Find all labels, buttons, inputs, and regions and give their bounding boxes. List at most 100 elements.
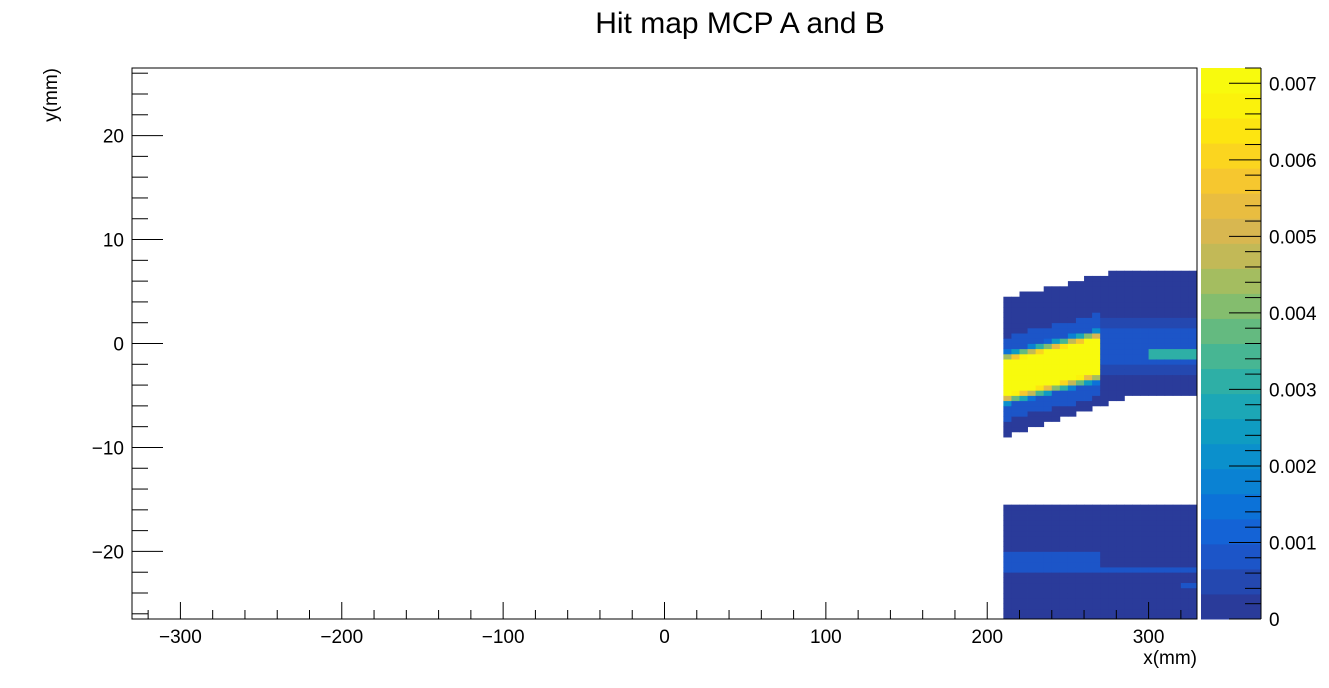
heatmap-cell [1092, 603, 1101, 610]
heatmap-cell [1148, 286, 1158, 292]
heatmap-cell [1172, 530, 1182, 537]
heatmap-cell [1180, 520, 1190, 526]
heatmap-cell [1188, 364, 1198, 370]
heatmap-cell [1043, 572, 1053, 578]
heatmap-cell [1051, 416, 1061, 422]
heatmap-cell [1180, 385, 1190, 391]
heatmap-cell [1172, 291, 1182, 298]
heatmap-cell [1011, 525, 1020, 532]
heatmap-cell [1019, 572, 1028, 578]
heatmap-cell [1132, 343, 1141, 350]
heatmap-cell [1116, 587, 1125, 594]
heatmap-cell [1164, 572, 1174, 578]
heatmap-cell [1124, 593, 1133, 599]
heatmap-cell [1148, 390, 1158, 396]
heatmap-cell [1156, 379, 1166, 386]
heatmap-cell [1019, 515, 1028, 521]
heatmap-cell [1075, 390, 1085, 396]
heatmap-cell [1100, 551, 1109, 558]
heatmap-cell [1019, 582, 1028, 589]
heatmap-cell [1156, 353, 1166, 360]
heatmap-cell [1116, 343, 1125, 350]
heatmap-cell [1019, 598, 1028, 604]
heatmap-cell [1027, 421, 1037, 428]
heatmap-cell [1051, 322, 1061, 329]
heatmap-cell [1156, 603, 1166, 610]
heatmap-cell [1164, 343, 1174, 350]
heatmap-cell [1092, 582, 1101, 589]
heatmap-cell [1059, 587, 1069, 594]
heatmap-cell [1180, 587, 1190, 594]
heatmap-cell [1084, 385, 1093, 391]
heatmap-cell [1051, 348, 1061, 355]
heatmap-cell [1108, 307, 1117, 313]
heatmap-cell [1100, 535, 1109, 542]
heatmap-cell [1059, 400, 1069, 407]
color-scale-segment [1201, 393, 1261, 420]
heatmap-cell [1124, 364, 1133, 370]
heatmap-cell [1027, 359, 1037, 365]
heatmap-cell [1067, 541, 1077, 547]
heatmap-cell [1164, 333, 1174, 339]
heatmap-cell [1003, 374, 1012, 381]
heatmap-cell [1075, 307, 1085, 313]
heatmap-cell [1172, 343, 1182, 350]
heatmap-cell [1172, 296, 1182, 303]
heatmap-cell [1124, 546, 1133, 552]
heatmap-cell [1019, 577, 1028, 584]
heatmap-cell [1059, 561, 1069, 568]
heatmap-cell [1100, 275, 1109, 282]
heatmap-cell [1051, 333, 1061, 339]
heatmap-cell [1043, 379, 1053, 386]
heatmap-cell [1084, 343, 1093, 350]
heatmap-cell [1011, 307, 1020, 313]
heatmap-cell [1019, 317, 1028, 324]
heatmap-cell [1035, 317, 1045, 324]
heatmap-cell [1124, 296, 1133, 303]
heatmap-cell [1035, 515, 1045, 521]
heatmap-cell [1011, 520, 1020, 526]
heatmap-cell [1140, 385, 1149, 391]
heatmap-cell [1132, 525, 1141, 532]
heatmap-cell [1075, 541, 1085, 547]
heatmap-cell [1092, 307, 1101, 313]
heatmap-cell [1075, 301, 1085, 308]
heatmap-cell [1148, 275, 1158, 282]
heatmap-cell [1100, 515, 1109, 521]
heatmap-cell [1051, 390, 1061, 396]
heatmap-cell [1116, 515, 1125, 521]
heatmap-cell [1164, 567, 1174, 573]
heatmap-cell [1180, 567, 1190, 573]
heatmap-cell [1035, 530, 1045, 537]
heatmap-cell [1156, 556, 1166, 563]
heatmap-cell [1043, 535, 1053, 542]
heatmap-cell [1043, 343, 1053, 350]
heatmap-cell [1156, 317, 1166, 324]
color-scale-segment [1201, 268, 1261, 294]
heatmap-cell [1100, 390, 1109, 396]
heatmap-cell [1140, 369, 1149, 376]
heatmap-cell [1011, 374, 1020, 381]
heatmap-cell [1051, 364, 1061, 370]
heatmap-cell [1059, 364, 1069, 370]
heatmap-cell [1011, 598, 1020, 604]
heatmap-cell [1140, 504, 1149, 511]
heatmap-cell [1108, 577, 1117, 584]
heatmap-cell [1084, 572, 1093, 578]
heatmap-cell [1035, 551, 1045, 558]
heatmap-cell [1043, 395, 1053, 402]
heatmap-cell [1132, 577, 1141, 584]
heatmap-cell [1084, 525, 1093, 532]
heatmap-cell [1003, 343, 1012, 350]
heatmap-cell [1188, 374, 1198, 381]
heatmap-cell [1132, 385, 1141, 391]
heatmap-cell [1059, 296, 1069, 303]
heatmap-cell [1003, 317, 1012, 324]
heatmap-cell [1067, 307, 1077, 313]
heatmap-cell [1027, 582, 1037, 589]
heatmap-cell [1188, 582, 1198, 589]
heatmap-cell [1043, 359, 1053, 365]
heatmap-cell [1035, 541, 1045, 547]
heatmap-cell [1132, 317, 1141, 324]
